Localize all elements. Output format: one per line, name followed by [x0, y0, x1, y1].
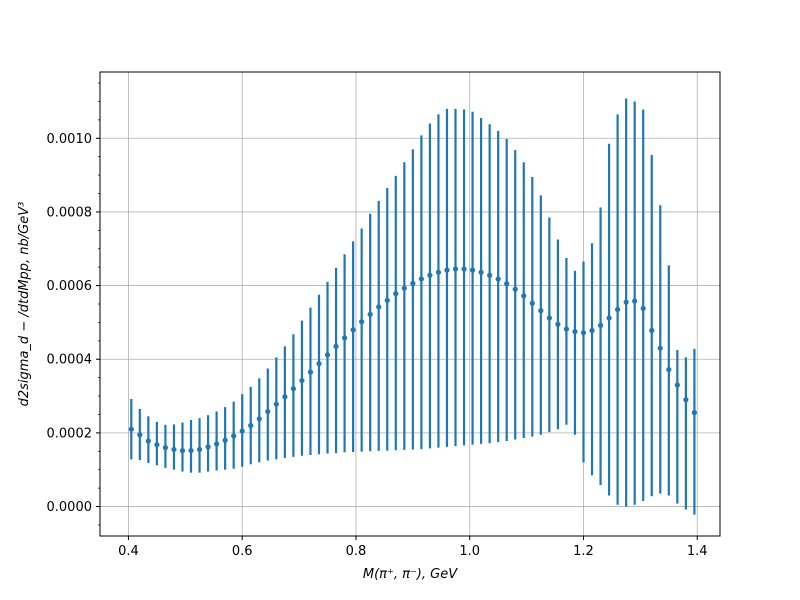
data-point [231, 433, 237, 439]
data-point [273, 401, 279, 407]
data-point [188, 447, 194, 454]
x-tick-label: 1.4 [687, 544, 708, 559]
y-axis-ticks: 0.0000 0.0002 0.0004 0.0006 0.0008 0.0010 [47, 82, 100, 526]
data-point [495, 276, 501, 282]
data-point [427, 272, 433, 278]
data-point [597, 322, 604, 328]
x-tick-label: 0.8 [346, 544, 367, 559]
data-point [512, 286, 518, 292]
data-point [248, 422, 254, 429]
data-point [324, 352, 331, 358]
data-point [418, 276, 424, 282]
y-tick-label: 0.0000 [47, 500, 93, 515]
data-point [444, 267, 450, 273]
data-point [461, 266, 467, 272]
x-tick-label: 1.0 [459, 544, 480, 559]
data-point [256, 416, 262, 422]
data-point [137, 432, 143, 438]
data-point [359, 319, 365, 325]
data-point [640, 305, 646, 312]
data-point [205, 444, 211, 450]
y-tick-label: 0.0008 [47, 205, 93, 220]
data-point [128, 426, 134, 432]
x-tick-label: 0.6 [232, 544, 253, 559]
x-tick-label: 1.2 [573, 544, 594, 559]
data-point [162, 445, 169, 451]
x-tick-label: 0.4 [118, 544, 139, 559]
data-point [282, 394, 288, 400]
data-point [222, 437, 228, 443]
data-point [580, 330, 587, 336]
data-point [555, 321, 561, 327]
y-axis-label: d2sigma_d − /dtdMpp, nb/GeV³ [17, 202, 32, 407]
data-point [435, 269, 442, 275]
data-point [145, 438, 151, 444]
data-point [572, 329, 578, 335]
data-point [666, 366, 672, 373]
x-axis-label: M(π⁺, π⁻), GeV [363, 567, 458, 582]
data-point [606, 315, 612, 321]
data-point [307, 369, 314, 375]
data-point [538, 308, 544, 314]
data-point [384, 297, 390, 303]
data-point [410, 280, 416, 286]
data-point [521, 293, 527, 299]
data-point [683, 397, 689, 403]
data-point [401, 285, 407, 291]
data-point [154, 442, 160, 448]
data-point [299, 377, 305, 384]
y-tick-label: 0.0002 [47, 426, 93, 441]
x-axis-ticks: 0.4 0.6 0.8 1.0 1.2 1.4 [118, 536, 708, 559]
data-point [529, 300, 535, 306]
y-tick-label: 0.0010 [47, 132, 93, 147]
data-point [333, 343, 339, 349]
data-point [393, 291, 399, 297]
data-points [128, 266, 698, 454]
data-point [214, 441, 220, 447]
data-point [350, 327, 356, 333]
data-point [504, 281, 510, 287]
data-point [691, 410, 698, 416]
data-point [632, 298, 638, 304]
data-point [265, 408, 271, 415]
data-point [376, 304, 382, 310]
data-point [649, 327, 655, 334]
data-point [452, 266, 459, 272]
data-point [316, 361, 322, 367]
data-point [589, 327, 595, 334]
y-tick-label: 0.0006 [47, 279, 93, 294]
data-point [367, 311, 373, 317]
data-point [674, 382, 680, 388]
data-point [179, 447, 186, 454]
y-tick-label: 0.0004 [47, 353, 93, 368]
data-point [623, 299, 629, 305]
data-point [239, 428, 245, 434]
data-point [469, 267, 476, 273]
data-point [341, 335, 348, 341]
data-point [563, 326, 570, 332]
data-point [487, 272, 493, 278]
data-point [478, 269, 484, 275]
data-point [171, 446, 177, 453]
data-point [290, 386, 296, 392]
data-point [196, 446, 203, 453]
data-point [615, 306, 621, 313]
data-point [546, 315, 552, 321]
data-point [657, 345, 663, 351]
